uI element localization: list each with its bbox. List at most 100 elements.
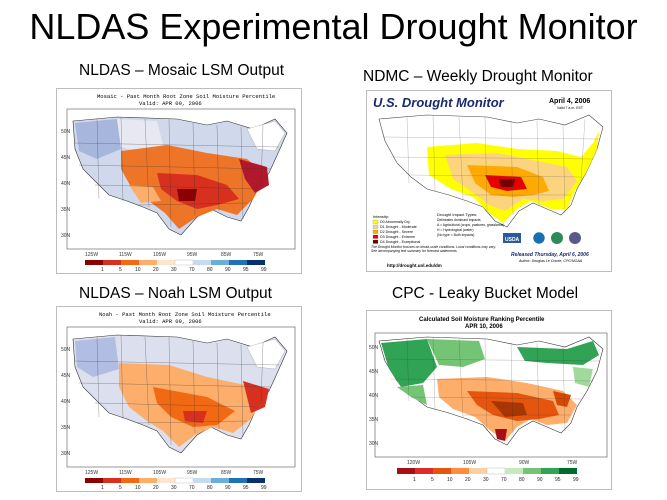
usda-logo: USDA [503,233,521,243]
svg-text:95W: 95W [187,470,198,476]
cpc-map-graphic: Calculated Soil Moisture Ranking Percent… [367,311,611,489]
svg-text:30: 30 [483,477,489,483]
noah-map-valid: Valid: APR 09, 2006 [139,318,202,325]
svg-text:70: 70 [189,485,195,491]
noaa-logo [532,231,546,245]
svg-text:USDA: USDA [505,237,520,243]
svg-text:D3 Drought - Extreme: D3 Drought - Extreme [380,235,415,239]
svg-text:75W: 75W [253,252,264,258]
mosaic-map: Mosaic - Past Month Root Zone Soil Moist… [56,88,302,274]
svg-text:1: 1 [101,267,104,273]
slide-title: NLDAS Experimental Drought Monitor [29,6,638,47]
mosaic-panel-title: NLDAS – Mosaic LSM Output [79,62,285,79]
cpc-map-date: APR 10, 2006 [465,324,503,330]
svg-text:50N: 50N [61,129,71,135]
mosaic-map-title: Mosaic - Past Month Root Zone Soil Moist… [97,93,275,100]
svg-text:70: 70 [189,267,195,273]
svg-text:90: 90 [225,267,231,273]
svg-text:75W: 75W [567,460,578,466]
svg-text:80: 80 [519,477,525,483]
cpc-map-title: Calculated Soil Moisture Ranking Percent… [419,317,545,323]
svg-text:40N: 40N [61,181,71,187]
svg-text:95: 95 [555,477,561,483]
svg-text:Intensity:: Intensity: [373,214,389,219]
svg-text:D2 Drought - Severe: D2 Drought - Severe [380,230,413,234]
svg-text:30N: 30N [369,441,379,447]
noah-panel-title: NLDAS – Noah LSM Output [79,285,272,302]
svg-text:20: 20 [153,267,159,273]
legend-swatch-d2 [372,229,379,234]
noah-colorbar: 1 5 10 20 30 70 80 90 95 99 [85,477,267,491]
svg-text:105W: 105W [153,470,166,476]
svg-text:120W: 120W [407,460,420,466]
svg-text:45N: 45N [369,369,379,375]
svg-text:50N: 50N [369,345,379,351]
mosaic-map-valid: Valid: APR 09, 2006 [139,100,202,107]
svg-text:5: 5 [119,485,122,491]
svg-text:35N: 35N [369,417,379,423]
svg-text:40N: 40N [61,399,71,405]
svg-text:10: 10 [135,485,141,491]
svg-text:35N: 35N [61,425,71,431]
svg-text:80: 80 [207,267,213,273]
svg-text:Delineates dominant impacts: Delineates dominant impacts [437,218,481,222]
svg-text:20: 20 [153,485,159,491]
cpc-colorbar: 1 5 10 20 30 70 80 90 95 99 [397,467,579,483]
svg-text:D4 Drought - Exceptional: D4 Drought - Exceptional [380,240,420,244]
svg-text:105W: 105W [153,252,166,258]
svg-text:5: 5 [119,267,122,273]
svg-text:5: 5 [431,477,434,483]
svg-text:95: 95 [243,267,249,273]
svg-text:40N: 40N [369,393,379,399]
ndmc-author: Author: Douglas Le Comte, CPC/NOAA [518,259,583,263]
svg-text:95: 95 [243,485,249,491]
svg-text:10: 10 [447,477,453,483]
svg-text:125W: 125W [85,252,98,258]
svg-text:30N: 30N [61,451,71,457]
svg-text:99: 99 [261,485,267,491]
svg-text:115W: 115W [119,252,132,258]
svg-text:75W: 75W [253,470,264,476]
svg-text:D0 Abnormally Dry: D0 Abnormally Dry [380,220,410,224]
mosaic-colorbar: 1 5 10 20 30 70 80 90 95 99 [85,259,267,273]
svg-text:95W: 95W [187,252,198,258]
svg-text:(No type = Both impacts): (No type = Both impacts) [437,233,474,237]
noah-map: Noah - Past Month Root Zone Soil Moistur… [56,306,302,492]
svg-text:90W: 90W [519,460,530,466]
ndmc-note: The Drought Monitor focuses on broad-sca… [371,245,496,253]
cpc-map: Calculated Soil Moisture Ranking Percent… [366,310,612,490]
noah-map-title: Noah - Past Month Root Zone Soil Moistur… [99,311,271,318]
legend-swatch-d3 [372,234,379,239]
cpc-logo [569,232,581,244]
ndmc-map-graphic: U.S. Drought Monitor April 4, 2006 Valid… [367,91,611,271]
svg-text:105W: 105W [463,460,476,466]
cpc-panel-title: CPC - Leaky Bucket Model [392,285,579,302]
svg-text:50N: 50N [61,347,71,353]
ndmc-valid: Valid 7 a.m. EST [557,106,584,110]
ndmc-url: http://drought.unl.edu/dm [387,263,442,268]
ndmc-legend: Intensity: D0 Abnormally Dry D1 Drought … [372,212,504,244]
svg-text:90: 90 [537,477,543,483]
svg-text:99: 99 [573,477,579,483]
svg-text:D1 Drought - Moderate: D1 Drought - Moderate [380,225,417,229]
legend-swatch-d4 [372,239,379,244]
ndmc-logo [551,232,563,244]
svg-text:H = Hydrological (water): H = Hydrological (water) [437,228,473,232]
legend-swatch-d0 [372,219,379,224]
ndmc-panel-title: NDMC – Weekly Drought Monitor [363,68,593,85]
svg-text:30: 30 [171,267,177,273]
svg-text:90: 90 [225,485,231,491]
svg-text:45N: 45N [61,155,71,161]
ndmc-map: U.S. Drought Monitor April 4, 2006 Valid… [366,90,612,272]
svg-text:85W: 85W [221,252,232,258]
svg-text:99: 99 [261,267,267,273]
svg-text:30: 30 [171,485,177,491]
svg-text:125W: 125W [85,470,98,476]
svg-text:45N: 45N [61,373,71,379]
legend-swatch-d1 [372,224,379,229]
svg-text:A = Agricultural (crops, pastu: A = Agricultural (crops, pastures, grass… [437,223,504,227]
svg-text:10: 10 [135,267,141,273]
ndmc-released: Released Thursday, April 6, 2006 [511,252,589,258]
ndmc-map-date: April 4, 2006 [549,98,590,105]
svg-text:30N: 30N [61,233,71,239]
